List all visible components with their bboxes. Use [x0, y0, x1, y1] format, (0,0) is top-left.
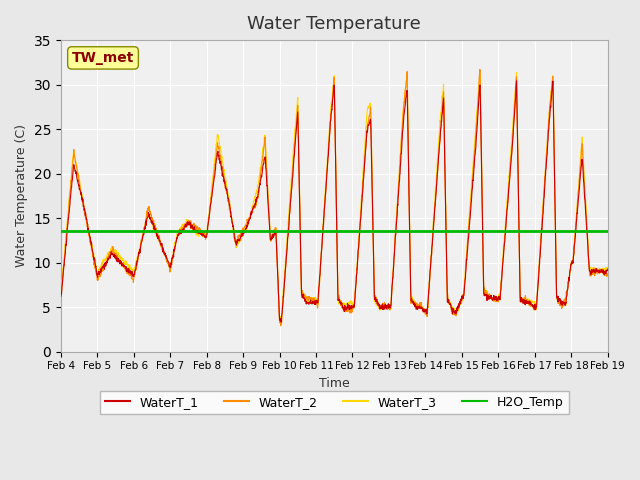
WaterT_3: [57, 294, 65, 300]
WaterT_2: [604, 272, 611, 278]
WaterT_3: [85, 227, 93, 233]
Line: WaterT_2: WaterT_2: [61, 70, 607, 326]
WaterT_1: [308, 300, 316, 306]
WaterT_1: [488, 295, 495, 301]
WaterT_2: [588, 271, 596, 276]
WaterT_1: [85, 229, 93, 235]
WaterT_1: [513, 78, 520, 84]
WaterT_3: [513, 70, 520, 75]
WaterT_2: [488, 296, 496, 302]
WaterT_2: [85, 232, 93, 238]
Y-axis label: Water Temperature (C): Water Temperature (C): [15, 124, 28, 267]
WaterT_2: [277, 323, 285, 329]
WaterT_1: [588, 267, 596, 273]
WaterT_3: [276, 317, 284, 323]
WaterT_3: [488, 296, 495, 302]
WaterT_1: [57, 293, 65, 299]
WaterT_1: [277, 319, 285, 325]
H2O_Temp: [93, 228, 101, 234]
WaterT_2: [476, 67, 484, 72]
WaterT_1: [604, 266, 611, 272]
Line: WaterT_3: WaterT_3: [61, 72, 607, 320]
WaterT_3: [323, 161, 331, 167]
WaterT_2: [588, 269, 596, 275]
X-axis label: Time: Time: [319, 377, 349, 390]
WaterT_3: [308, 295, 316, 300]
WaterT_2: [308, 298, 316, 304]
WaterT_1: [323, 168, 331, 174]
H2O_Temp: [57, 228, 65, 234]
WaterT_3: [604, 264, 611, 270]
WaterT_2: [323, 169, 331, 175]
WaterT_1: [588, 268, 596, 274]
Legend: WaterT_1, WaterT_2, WaterT_3, H2O_Temp: WaterT_1, WaterT_2, WaterT_3, H2O_Temp: [100, 391, 568, 414]
Line: WaterT_1: WaterT_1: [61, 81, 607, 322]
WaterT_3: [588, 268, 596, 274]
Text: TW_met: TW_met: [72, 51, 134, 65]
Title: Water Temperature: Water Temperature: [248, 15, 421, 33]
WaterT_3: [588, 268, 596, 274]
WaterT_2: [57, 298, 65, 304]
